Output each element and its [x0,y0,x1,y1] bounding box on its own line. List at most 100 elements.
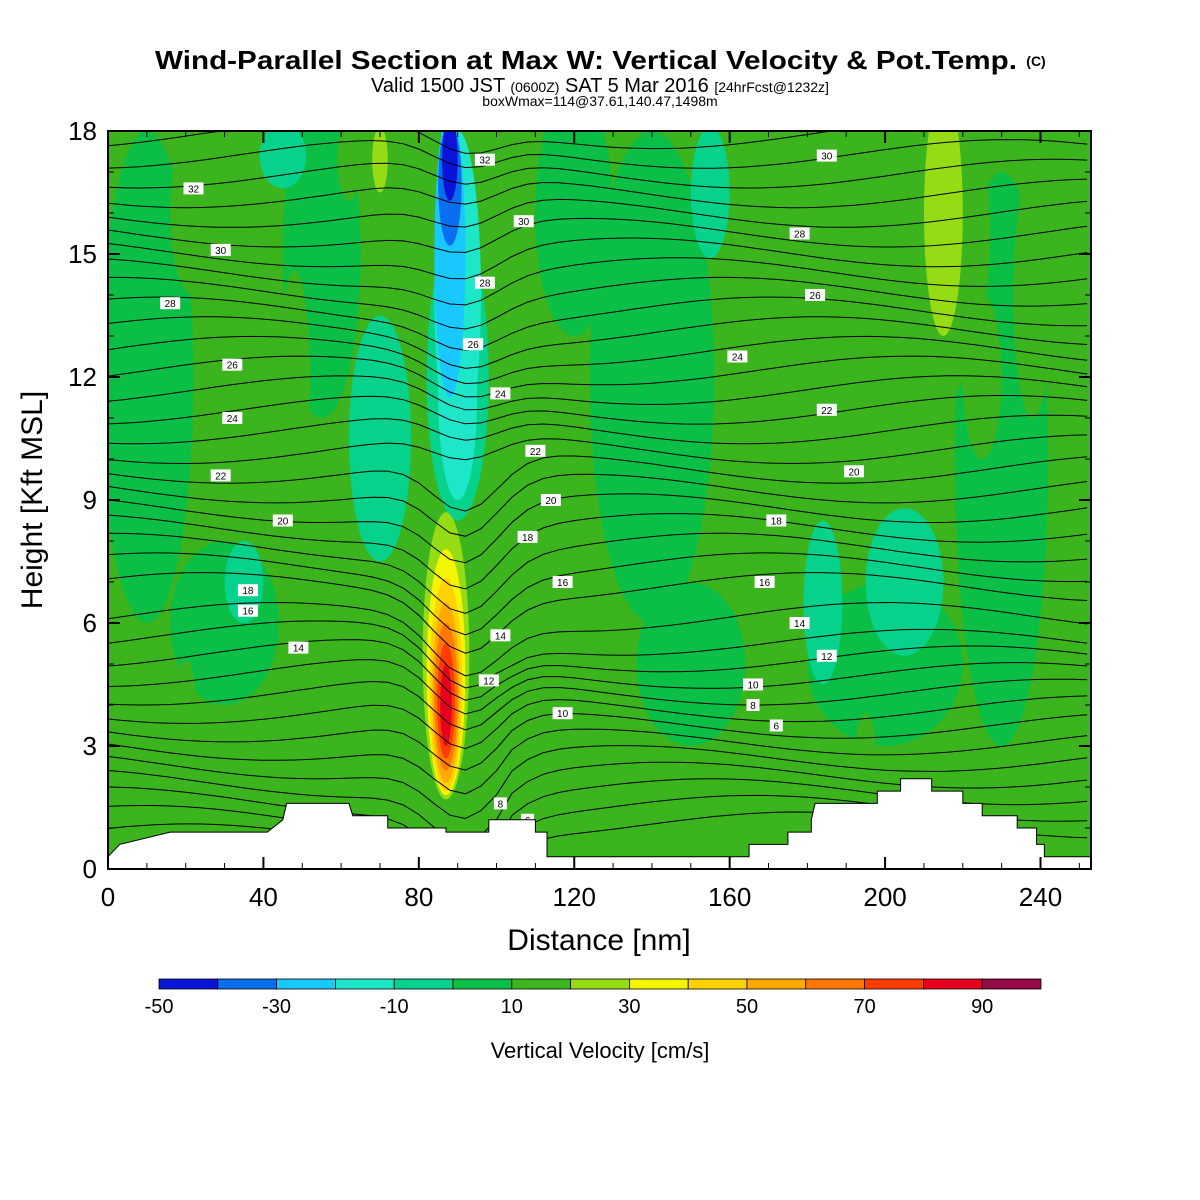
theta-label: 10 [743,678,763,692]
theta-label-text: 14 [293,644,305,655]
theta-contour [108,139,1088,169]
theta-label: 12 [816,649,837,663]
theta-label: 16 [237,604,258,618]
theta-label-text: 22 [530,447,542,458]
theta-label-box [552,576,573,588]
theta-label-text: 18 [771,517,783,528]
theta-label: 12 [478,674,499,687]
y-tick-label: 9 [83,485,97,515]
theta-label-text: 28 [794,230,806,241]
theta-contour [108,455,1088,512]
theta-label: 22 [816,403,837,417]
theta-label-text: 6 [774,722,780,733]
theta-label-box [183,182,204,195]
theta-label-box [844,465,864,478]
theta-contour [108,620,1088,689]
colorbar-swatch [334,978,395,990]
theta-label-box [474,153,495,166]
theta-contour [108,434,1088,465]
x-tick-label: 0 [101,882,115,912]
terrain-fill [107,778,1092,870]
colorbar-swatch [158,978,219,990]
y-tick-label: 3 [83,731,97,761]
theta-label: 8 [493,797,507,810]
theta-label: 20 [540,494,561,507]
theta-label-text: 12 [483,676,495,687]
theta-label: 18 [766,514,787,528]
theta-contour [108,276,1088,330]
theta-label-box [816,649,837,662]
colorbar-tick-label: -50 [145,996,174,1018]
theta-label: 10 [552,707,573,720]
theta-contour [108,745,1088,820]
theta-contour [108,532,1088,614]
colorbar-swatch [452,978,513,990]
theta-label-text: 16 [759,578,771,589]
theta-contour [108,513,1088,590]
velocity-region [690,131,730,259]
theta-label-box [789,227,810,240]
theta-label-text: 12 [821,652,833,663]
colorbar-tick-label: -30 [262,996,291,1018]
y-tick-label: 15 [68,239,97,269]
theta-label-text: 8 [750,701,756,712]
theta-contour [108,335,1088,385]
valid-time-a: Valid 1500 JST [371,75,505,97]
theta-label: 24 [727,350,748,364]
theta-contour [108,237,1088,280]
theta-label-box [746,699,760,711]
theta-contour [108,217,1088,253]
velocity-region [440,664,452,746]
theta-label: 30 [513,215,534,228]
theta-label-text: 22 [215,471,227,482]
colorbar-swatch [217,978,278,990]
x-tick-label: 200 [863,882,906,912]
colorbar-tick-label: -10 [380,996,409,1018]
theta-label-box [160,297,181,310]
theta-label-box [517,530,538,543]
theta-label-box [490,387,511,400]
theta-label-text: 28 [165,299,177,310]
theta-label-text: 14 [794,619,806,630]
colorbar-swatch [746,978,807,990]
theta-label: 26 [463,338,484,351]
chart-title: Wind-Parallel Section at Max W: Vertical… [155,45,1017,75]
theta-label-text: 10 [747,681,759,692]
theta-label: 28 [789,227,810,241]
theta-contour [108,572,1088,654]
theta-label: 26 [805,289,826,302]
theta-contour [108,639,1088,701]
colorbar-swatch [393,978,454,990]
theta-label-text: 30 [821,152,833,163]
colorbar-title: Vertical Velocity [cm/s] [491,1038,710,1063]
velocity-region [1013,172,1053,418]
theta-label: 24 [490,387,511,400]
theta-label: 28 [160,297,181,310]
theta-label: 18 [517,530,538,544]
theta-label-text: 14 [495,631,507,642]
valid-time-line: Valid 1500 JST (0600Z) SAT 5 Mar 2016 [2… [371,75,829,97]
theta-contour [108,257,1088,306]
theta-label-text: 24 [732,353,744,364]
theta-label-box [816,403,837,416]
theta-label-box [525,444,546,457]
theta-label-text: 20 [277,517,289,528]
theta-label-box [490,629,511,642]
theta-contour [108,728,1088,795]
theta-label: 30 [816,149,837,163]
theta-label-box [513,215,534,228]
theta-label: 20 [844,465,864,478]
theta-label-box [816,149,837,162]
colorbar-swatch [629,978,689,990]
axes: 0 40 80 120 160 200 240 0 3 6 9 12 15 18 [68,116,1091,912]
theta-label-box [754,576,775,588]
x-tick-label: 240 [1019,882,1062,912]
theta-contour [108,713,1088,771]
colorbar-tick-label: 10 [501,996,523,1018]
colorbar-swatch [923,978,983,990]
theta-label-box [474,276,495,289]
theta-label-box [272,514,293,527]
theta-label: 22 [525,444,546,458]
theta-label: 28 [474,276,495,290]
